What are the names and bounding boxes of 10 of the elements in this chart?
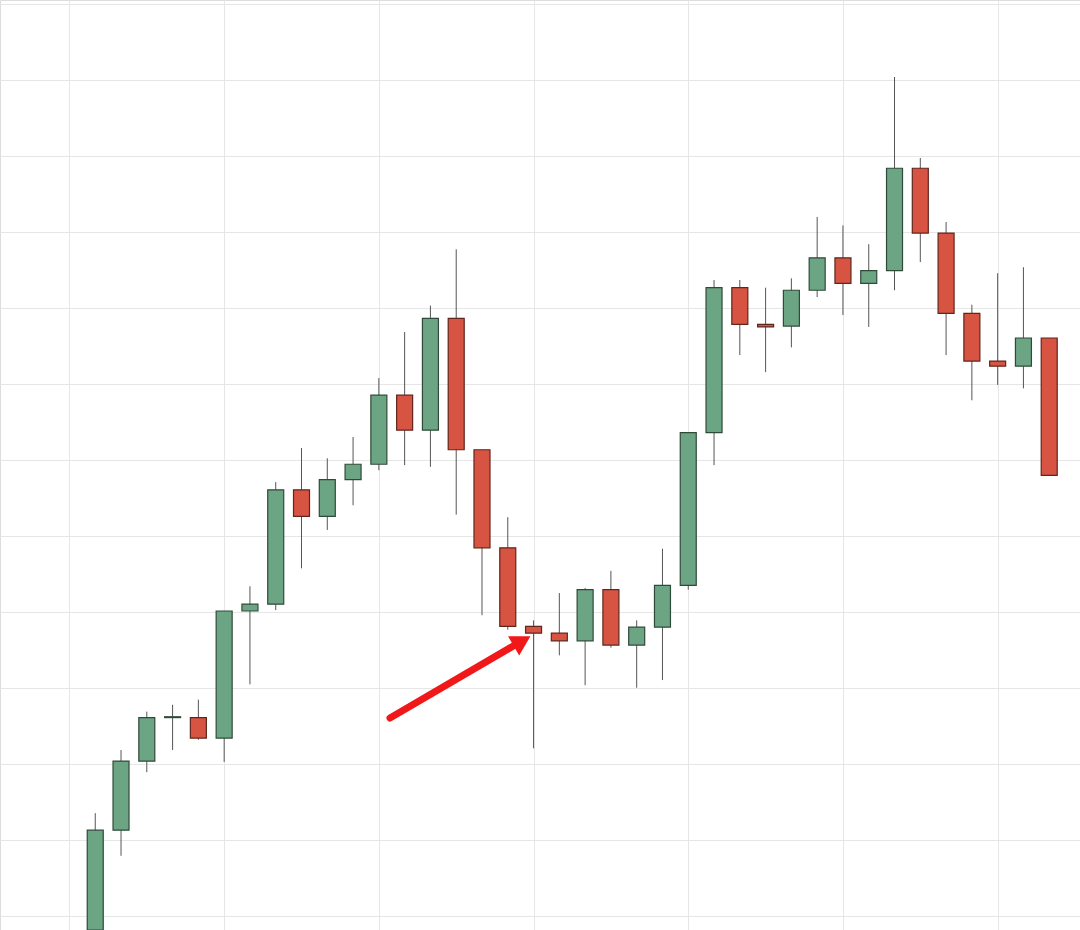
candlestick — [524, 619, 543, 749]
candlestick — [989, 272, 1007, 386]
candlestick — [860, 243, 878, 328]
candlestick — [550, 592, 568, 656]
candlestick — [189, 699, 207, 741]
candlestick — [757, 287, 775, 373]
candlestick — [344, 436, 362, 506]
candlestick — [163, 704, 182, 751]
candlestick — [241, 585, 259, 685]
candlestick — [628, 619, 646, 689]
